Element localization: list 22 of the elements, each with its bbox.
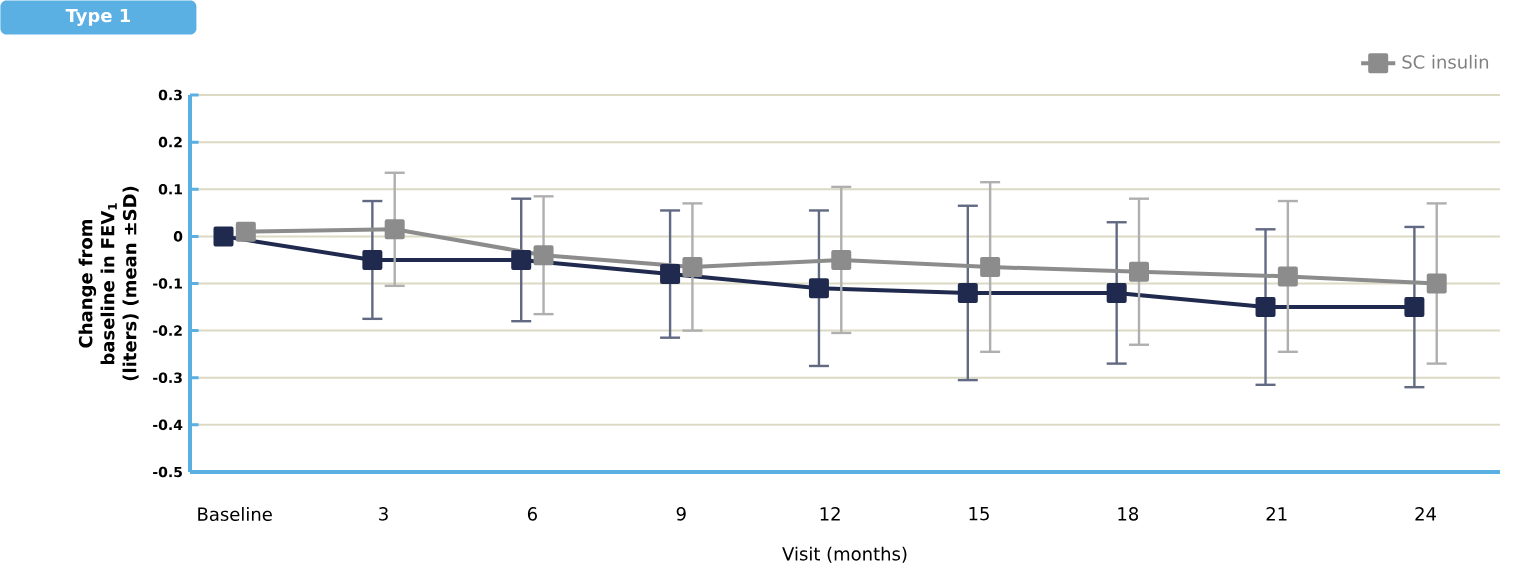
y-tick-label: 0.2 [158, 136, 182, 148]
x-tick-label: 9 [676, 507, 686, 521]
y-tick-label: -0.3 [153, 372, 182, 384]
y-tick-label: -0.2 [153, 325, 182, 336]
y-tick-label: -0.4 [153, 419, 183, 431]
y-tick-label: -0.1 [153, 278, 182, 289]
x-tick-label: 18 [1118, 507, 1139, 521]
x-tick-label: 12 [820, 507, 840, 521]
y-tick-label: 0.1 [158, 183, 182, 195]
x-tick-label: Baseline [198, 507, 272, 521]
x-tick-label: 3 [379, 507, 388, 521]
y-tick-label: -0.5 [153, 466, 182, 478]
x-tick-label: 15 [969, 507, 989, 521]
y-tick-label: 0.3 [158, 89, 182, 101]
y-tick-label: 0 [173, 231, 183, 242]
chart-title: Type 1 [65, 8, 131, 26]
x-tick-label: 21 [1266, 507, 1287, 521]
x-tick-label: 24 [1415, 507, 1436, 521]
x-axis-title: Visit (months) [782, 546, 907, 563]
legend-label: SC insulin [1402, 54, 1489, 69]
y-axis-title: Change from baseline in FEV$_{1}$ (liters) (mean ±SD) [78, 186, 139, 381]
x-tick-label: 6 [527, 507, 537, 521]
